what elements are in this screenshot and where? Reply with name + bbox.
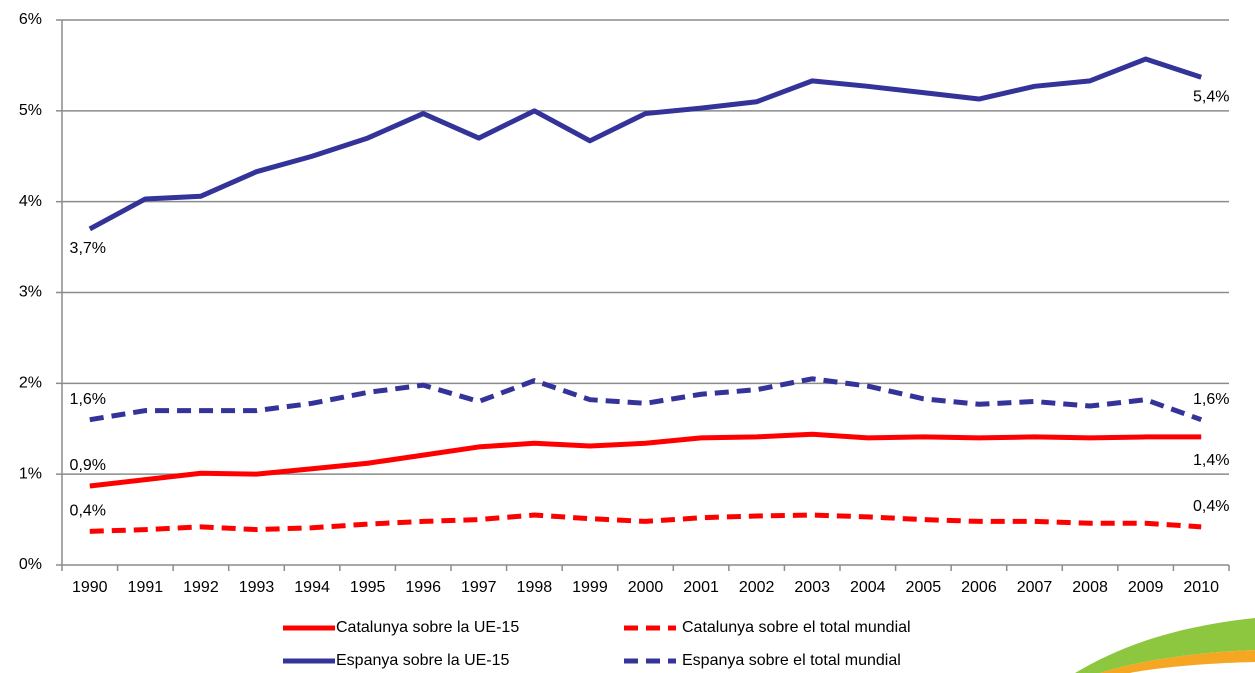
y-tick-label: 3% [19,284,42,301]
data-label: 1,6% [1193,391,1229,408]
x-tick-label: 1994 [294,579,330,596]
x-tick-label: 2006 [961,579,997,596]
x-tick-label: 2003 [794,579,830,596]
legend-label: Espanya sobre la UE-15 [336,652,510,669]
x-tick-label: 1998 [517,579,553,596]
x-tick-label: 2001 [683,579,719,596]
x-tick-label: 1990 [72,579,108,596]
x-tick-label: 1996 [405,579,441,596]
x-tick-label: 2009 [1128,579,1164,596]
decoration-swoosh [1075,618,1255,673]
decoration-swoosh [1100,650,1255,673]
data-label: 0,4% [1193,498,1229,515]
x-tick-label: 2005 [906,579,942,596]
x-tick-label: 1991 [128,579,164,596]
legend-label: Espanya sobre el total mundial [682,652,901,669]
x-tick-label: 2010 [1183,579,1219,596]
y-tick-label: 4% [19,193,42,210]
x-tick-label: 2004 [850,579,886,596]
x-tick-label: 2008 [1072,579,1108,596]
x-tick-label: 1992 [183,579,219,596]
x-tick-label: 1995 [350,579,386,596]
data-label: 1,6% [70,391,106,408]
data-label: 3,7% [70,240,106,257]
y-tick-label: 5% [19,102,42,119]
data-label: 0,9% [70,457,106,474]
x-tick-label: 2007 [1017,579,1053,596]
series-line [89,376,1203,423]
series-line [89,431,1202,489]
x-tick-label: 2002 [739,579,775,596]
x-tick-label: 1993 [239,579,275,596]
x-tick-label: 2000 [628,579,664,596]
data-label: 5,4% [1193,88,1229,105]
legend-label: Catalunya sobre el total mundial [682,619,911,636]
series-line [88,56,1202,232]
data-label: 0,4% [70,503,106,520]
legend-label: Catalunya sobre la UE-15 [336,619,519,636]
x-tick-label: 1999 [572,579,608,596]
data-label: 1,4% [1193,452,1229,469]
y-tick-label: 6% [19,11,42,28]
x-tick-label: 1997 [461,579,497,596]
y-tick-label: 0% [19,556,42,573]
y-tick-label: 2% [19,375,42,392]
y-tick-label: 1% [19,465,42,482]
series-line [89,512,1202,534]
